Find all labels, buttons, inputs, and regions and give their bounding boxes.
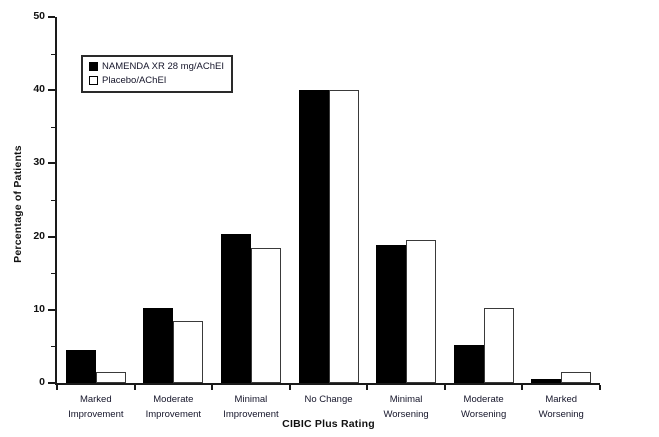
x-axis-title: CIBIC Plus Rating [282,418,375,430]
x-tick [599,385,601,390]
bar-namenda-marked-worsening [531,379,562,383]
legend: NAMENDA XR 28 mg/AChEI Placebo/AChEI [81,55,233,93]
bar-placebo-moderate-worsening [483,307,514,383]
x-tick [443,385,446,390]
y-tick-label: 20 [33,229,45,242]
x-category-label: Marked Worsening [538,394,584,420]
x-tick [521,385,524,390]
y-major-tick [48,89,55,92]
y-major-tick [48,162,55,165]
y-minor-tick [51,126,55,128]
legend-item-placebo: Placebo/AChEI [89,75,224,86]
x-tick [56,385,58,390]
bar-placebo-marked-improvement [95,372,126,383]
y-minor-tick [51,53,55,55]
bar-namenda-moderate-improvement [143,307,174,383]
x-category-label: Moderate Worsening [461,394,507,420]
legend-swatch-filled-icon [89,62,98,71]
y-tick-label: 40 [33,83,45,96]
y-axis-title: Percentage of Patients [12,145,24,263]
y-tick-label: 0 [39,376,45,388]
y-minor-tick [51,200,55,201]
bar-placebo-marked-worsening [561,372,592,383]
bar-placebo-minimal-worsening [406,240,437,383]
legend-label-placebo: Placebo/AChEI [102,75,167,86]
y-minor-tick [51,346,55,348]
x-tick [133,385,136,390]
x-category-label: Minimal Improvement [223,394,279,420]
x-tick [288,385,291,390]
x-tick [211,385,214,390]
y-major-tick [48,382,55,384]
bar-placebo-minimal-improvement [250,248,281,383]
bar-namenda-marked-improvement [65,350,96,383]
bar-namenda-minimal-improvement [220,234,251,383]
bar-placebo-no-change [328,90,359,383]
legend-label-namenda: NAMENDA XR 28 mg/AChEI [102,61,224,72]
y-major-tick [48,16,55,18]
x-tick [366,385,369,390]
y-tick-label: 30 [33,156,45,169]
x-category-label: Minimal Worsening [383,394,429,420]
y-tick-label: 50 [33,10,45,22]
legend-item-namenda: NAMENDA XR 28 mg/AChEI [89,61,224,72]
legend-swatch-open-icon [89,76,98,85]
x-category-label: Marked Improvement [68,394,124,420]
x-category-label: Moderate Improvement [145,394,202,420]
bar-namenda-minimal-worsening [376,244,407,383]
y-axis-line [55,17,57,385]
y-tick-label: 10 [33,302,45,315]
bar-placebo-moderate-improvement [173,320,204,383]
bar-namenda-moderate-worsening [453,344,484,383]
x-category-label: No Change [304,394,353,405]
y-minor-tick [51,273,55,275]
x-axis-line [55,383,600,385]
y-major-tick [48,308,55,311]
y-major-tick [48,235,55,238]
bar-namenda-no-change [298,90,329,383]
